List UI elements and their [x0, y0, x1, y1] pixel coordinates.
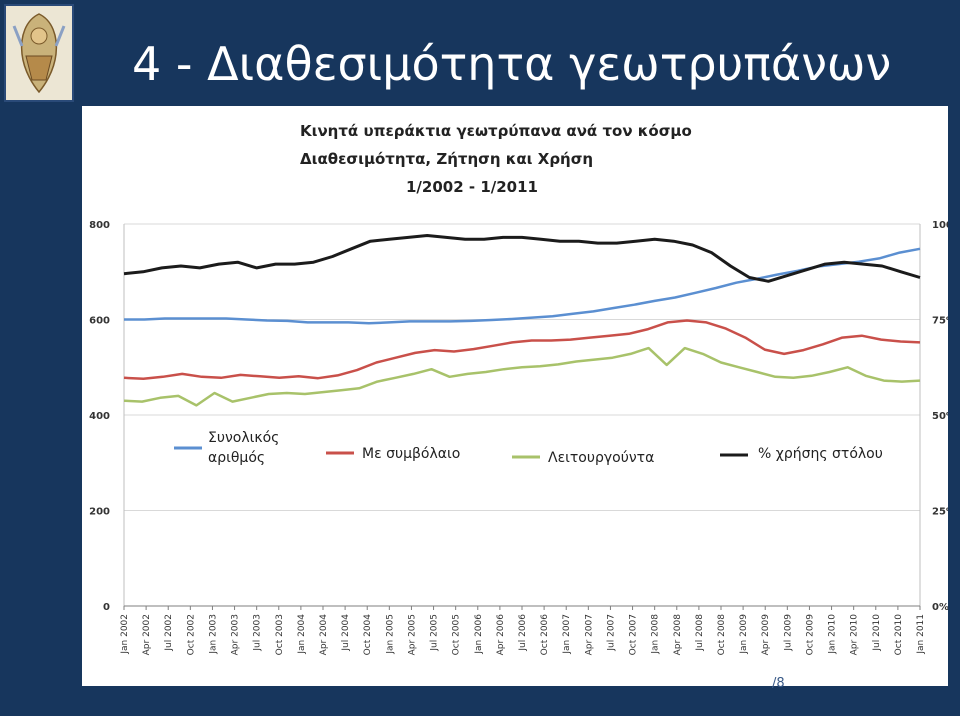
series-line-3	[123, 346, 921, 407]
x-tick-label: Jan 2009	[739, 614, 749, 655]
x-tick-label: Jan 2003	[208, 614, 218, 655]
chart: Κινητά υπεράκτια γεωτρύπανα ανά τον κόσμ…	[89, 122, 948, 655]
x-tick-label: Jan 2008	[651, 614, 661, 655]
x-tick-label: Oct 2006	[540, 614, 550, 656]
x-tick-label: Jan 2005	[385, 614, 395, 655]
x-tick-label: Oct 2003	[275, 614, 285, 655]
x-tick-label: Jul 2008	[695, 614, 705, 652]
series-lines	[123, 234, 921, 407]
chart-title-group: Κινητά υπεράκτια γεωτρύπανα ανά τον κόσμ…	[300, 122, 692, 196]
legend-label: αριθμός	[208, 450, 265, 466]
x-tick-label: Oct 2004	[363, 614, 373, 656]
x-tick-label: Jul 2009	[783, 614, 793, 652]
x-tick-label: Oct 2009	[805, 614, 815, 656]
x-tick-label: Apr 2005	[407, 614, 417, 655]
x-tick-label: Apr 2010	[850, 614, 860, 656]
slide-title: 4 - Διαθεσιμότητα γεωτρυπάνων	[132, 37, 892, 91]
page-number: /8	[772, 676, 785, 691]
x-tick-label: Jan 2004	[297, 614, 307, 655]
legend-label: % χρήσης στόλου	[758, 446, 883, 462]
y-right-tick-label: 25%	[932, 507, 948, 518]
x-tick-label: Apr 2003	[231, 614, 241, 655]
legend-label: Συνολικός	[208, 430, 279, 446]
right-frame	[948, 0, 960, 716]
y-axis-right: 100% 75% 50% 25% 0%	[932, 220, 948, 613]
series-line-1	[124, 247, 921, 325]
y-right-tick-label: 50%	[932, 411, 948, 422]
left-frame	[0, 0, 82, 716]
series-line-2	[123, 319, 921, 380]
x-tick-label: Jul 2004	[341, 614, 351, 652]
header-bar	[0, 0, 960, 106]
chart-area: Κινητά υπεράκτια γεωτρύπανα ανά τον κόσμ…	[84, 106, 948, 686]
x-tick-label: Jul 2005	[430, 614, 440, 652]
x-tick-label: Oct 2007	[629, 614, 639, 655]
y-right-tick-label: 0%	[932, 602, 948, 613]
x-tick-label: Jan 2007	[562, 614, 572, 655]
x-tick-label: Jan 2011	[916, 614, 926, 655]
y-left-tick-label: 600	[89, 316, 110, 327]
chart-title-line-2: Διαθεσιμότητα, Ζήτηση και Χρήση	[300, 150, 593, 168]
x-tick-label: Jan 2010	[828, 614, 838, 655]
x-tick-label: Jul 2002	[164, 614, 174, 652]
y-axis-left: 800 600 400 200 0	[89, 220, 110, 613]
legend-label: Λειτουργούντα	[548, 450, 654, 466]
x-tick-label: Jan 2002	[120, 614, 130, 655]
x-tick-label: Jul 2003	[253, 614, 263, 652]
x-tick-label: Oct 2010	[894, 614, 904, 656]
y-left-tick-label: 0	[103, 602, 110, 613]
x-axis: Jan 2002 Apr 2002 Jul 2002 Oct 2002 Jan 2003…	[120, 606, 926, 655]
x-tick-label: Jul 2010	[872, 614, 882, 652]
y-left-tick-label: 200	[89, 507, 110, 518]
x-tick-label: Jul 2006	[518, 614, 528, 652]
series-line-4	[123, 234, 921, 283]
legend-label: Με συμβόλαιο	[362, 446, 460, 462]
university-logo	[4, 4, 74, 102]
x-tick-label: Apr 2008	[673, 614, 683, 656]
y-right-tick-label: 100%	[932, 220, 948, 231]
bottom-frame	[0, 686, 960, 716]
chart-title-line-1: Κινητά υπεράκτια γεωτρύπανα ανά τον κόσμ…	[300, 122, 692, 140]
emblem-icon	[6, 6, 72, 100]
x-tick-label: Apr 2002	[142, 614, 152, 655]
chart-title-line-3: 1/2002 - 1/2011	[406, 178, 538, 196]
gridlines	[123, 223, 921, 607]
x-tick-label: Jan 2006	[474, 614, 484, 655]
x-tick-label: Oct 2002	[186, 614, 196, 655]
x-tick-label: Apr 2009	[761, 614, 771, 656]
x-tick-label: Apr 2004	[319, 614, 329, 656]
y-left-tick-label: 400	[89, 411, 110, 422]
y-left-tick-label: 800	[89, 220, 110, 231]
legend: Συνολικός αριθμός Με συμβόλαιο Λειτουργούντ…	[174, 430, 883, 466]
x-tick-label: Oct 2008	[717, 614, 727, 656]
x-tick-label: Apr 2006	[496, 614, 506, 656]
x-tick-label: Jul 2007	[606, 614, 616, 652]
y-right-tick-label: 75%	[932, 316, 948, 327]
x-tick-label: Apr 2007	[584, 614, 594, 655]
x-tick-label: Oct 2005	[452, 614, 462, 655]
